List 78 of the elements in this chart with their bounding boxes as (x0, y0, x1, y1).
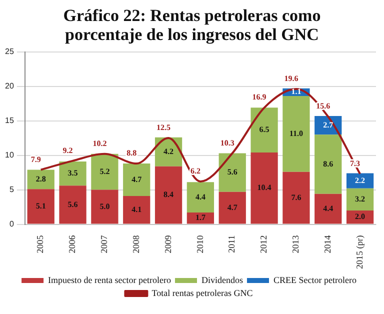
data-label: 4.4 (195, 192, 206, 202)
bar (282, 172, 310, 224)
data-label: 11.0 (289, 128, 303, 138)
bar (123, 164, 150, 196)
bar (346, 173, 374, 188)
data-label: 6.5 (259, 125, 270, 134)
data-label: 6.2 (190, 166, 200, 176)
data-label: 16.9 (252, 92, 266, 102)
data-label: 8.8 (126, 148, 137, 158)
data-label: 7.6 (291, 192, 302, 202)
data-label: 2.7 (323, 120, 334, 130)
data-label: 3.5 (68, 168, 78, 178)
bar (186, 212, 214, 224)
y-tick-label: 20 (4, 81, 14, 90)
x-tick-label: 2010 (194, 234, 205, 254)
bar (123, 196, 150, 224)
x-tick-label: 2009 (162, 234, 173, 254)
chart-title: Gráfico 22: Rentas petroleras como porcentaje de los ingresos del GNC (62, 6, 322, 44)
legend-label: Dividendos (201, 274, 244, 285)
data-label: 8.4 (164, 190, 174, 200)
data-label: 4.1 (132, 204, 142, 214)
data-label: 5.1 (36, 201, 46, 210)
data-label: 1.1 (291, 87, 302, 96)
data-label: 12.5 (156, 123, 171, 132)
bar (250, 152, 278, 224)
data-label: 5.0 (100, 202, 110, 211)
y-tick-label: 10 (4, 150, 14, 160)
y-tick-label: 15 (4, 116, 14, 125)
data-label: 4.7 (227, 202, 238, 212)
bar (218, 192, 246, 224)
x-tick-label: 2014 (322, 234, 332, 254)
legend-label: CREE Sector petrolero (273, 274, 357, 285)
data-label: 5.6 (227, 168, 238, 177)
legend-label: Impuesto de renta sector petrolero (48, 274, 172, 285)
data-label: 7.9 (30, 154, 41, 164)
bar (91, 190, 118, 224)
x-tick-label: 2015 (pr) (354, 235, 364, 270)
data-label: 10.2 (92, 138, 107, 148)
data-label: 5.2 (100, 166, 110, 176)
x-tick-label: 2013 (290, 234, 301, 254)
data-label: 1.7 (195, 213, 206, 222)
bar (27, 170, 54, 190)
bar (154, 166, 182, 224)
bar (314, 194, 342, 224)
data-label: 5.6 (68, 200, 78, 209)
data-label: 4.2 (164, 146, 174, 156)
bar (346, 210, 374, 224)
data-label: 4.4 (323, 204, 334, 213)
bar (186, 182, 214, 213)
bar (314, 134, 342, 194)
data-label: 2.2 (355, 176, 366, 185)
x-tick-label: 2012 (258, 235, 269, 254)
x-tick-label: 2007 (99, 234, 110, 254)
y-tick-label: 5 (9, 184, 14, 194)
bar (218, 153, 246, 192)
data-label: 19.6 (284, 74, 298, 84)
data-label: 9.2 (62, 146, 73, 155)
legend-label: Total rentas petroleras GNC (152, 288, 253, 298)
data-label: 4.7 (132, 174, 142, 184)
data-label: 8.6 (323, 159, 334, 168)
bar (59, 186, 86, 224)
bar (27, 189, 54, 224)
bar (91, 154, 118, 190)
bar (282, 96, 310, 172)
data-label: 2.8 (36, 174, 46, 184)
x-tick-label: 2005 (35, 234, 46, 254)
data-label: 10.3 (220, 138, 234, 148)
bar (59, 161, 86, 186)
data-label: 10.4 (257, 183, 272, 192)
x-tick-label: 2011 (226, 235, 237, 253)
data-label: 2.0 (355, 212, 366, 222)
x-tick-label: 2006 (67, 234, 78, 254)
y-tick-label: 25 (4, 47, 14, 56)
y-tick-label: 0 (9, 219, 14, 228)
bar (250, 108, 278, 153)
bar (346, 188, 374, 210)
x-tick-label: 2008 (130, 234, 141, 254)
data-label: 3.2 (355, 194, 366, 204)
